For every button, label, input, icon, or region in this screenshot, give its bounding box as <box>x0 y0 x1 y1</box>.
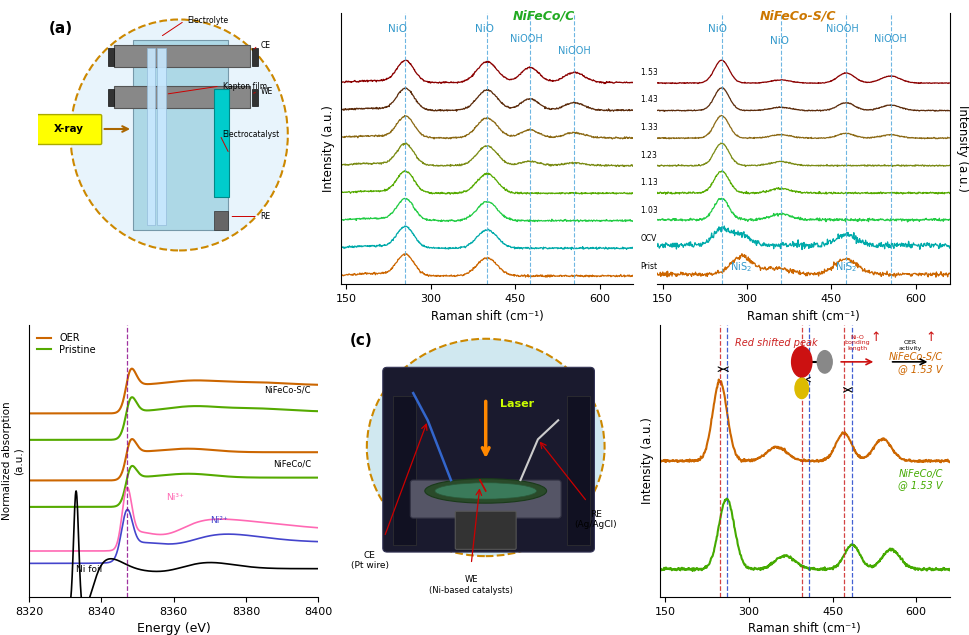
Text: Ni foil: Ni foil <box>77 565 103 574</box>
Text: (a): (a) <box>48 21 73 36</box>
Text: WE
(Ni-based catalysts): WE (Ni-based catalysts) <box>429 575 514 594</box>
FancyBboxPatch shape <box>37 114 102 145</box>
Y-axis label: Intensity (a.u.): Intensity (a.u.) <box>956 105 969 192</box>
Text: NiFeCo-S/C
@ 1.53 V: NiFeCo-S/C @ 1.53 V <box>889 352 943 374</box>
Ellipse shape <box>424 479 547 503</box>
Text: NiFeCo/C: NiFeCo/C <box>273 459 311 469</box>
Ellipse shape <box>435 483 537 499</box>
Y-axis label: Intensity (a.u.): Intensity (a.u.) <box>641 418 654 504</box>
Bar <box>114 45 250 67</box>
Text: NiFeCo/C
@ 1.53 V: NiFeCo/C @ 1.53 V <box>898 469 943 490</box>
Text: NiO: NiO <box>770 36 789 46</box>
Bar <box>214 89 230 197</box>
Ellipse shape <box>71 20 288 250</box>
Text: X-ray: X-ray <box>54 124 84 134</box>
Text: Electrocatalyst: Electrocatalyst <box>223 130 280 140</box>
Y-axis label: Intensity (a.u.): Intensity (a.u.) <box>322 105 335 192</box>
Text: 1.23 V$_{RHE}$: 1.23 V$_{RHE}$ <box>641 149 677 162</box>
Text: NiO: NiO <box>475 24 494 34</box>
Text: NiS$_2$: NiS$_2$ <box>835 260 857 274</box>
Bar <box>157 48 166 225</box>
Bar <box>133 40 228 230</box>
Bar <box>109 89 114 107</box>
Text: NiOOH: NiOOH <box>558 46 591 56</box>
Text: Ni³⁺: Ni³⁺ <box>167 493 184 502</box>
Text: 1.33 V$_{RHE}$: 1.33 V$_{RHE}$ <box>641 122 678 134</box>
Text: NiFeCo/C: NiFeCo/C <box>513 10 575 22</box>
Text: NiOOH: NiOOH <box>827 24 860 34</box>
Bar <box>253 89 259 107</box>
Bar <box>214 211 228 230</box>
FancyBboxPatch shape <box>410 480 561 518</box>
Text: NiO: NiO <box>708 24 727 34</box>
Text: RE
(Ag/AgCl): RE (Ag/AgCl) <box>575 510 617 530</box>
Y-axis label: Normalized absorption
(a.u.): Normalized absorption (a.u.) <box>2 402 23 520</box>
Text: Electrolyte: Electrolyte <box>187 17 229 25</box>
Bar <box>567 396 590 545</box>
Text: OCV: OCV <box>641 234 657 243</box>
Text: NiS$_2$: NiS$_2$ <box>731 260 752 274</box>
Text: CE
(Pt wire): CE (Pt wire) <box>351 551 389 570</box>
Text: Red shifted peak: Red shifted peak <box>735 338 818 348</box>
Text: WE: WE <box>261 87 273 96</box>
Text: CE: CE <box>261 41 270 50</box>
Text: NiOOH: NiOOH <box>510 34 543 44</box>
X-axis label: Raman shift (cm⁻¹): Raman shift (cm⁻¹) <box>431 310 544 323</box>
X-axis label: Raman shift (cm⁻¹): Raman shift (cm⁻¹) <box>747 310 860 323</box>
Bar <box>253 48 259 65</box>
Text: 1.53 V$_{RHE}$: 1.53 V$_{RHE}$ <box>641 66 678 79</box>
Text: Kapton film: Kapton film <box>223 81 266 91</box>
Text: NiO: NiO <box>388 24 407 34</box>
Bar <box>146 48 155 225</box>
Bar <box>393 396 416 545</box>
Text: NiOOH: NiOOH <box>874 34 907 44</box>
Text: NiFeCo-S/C: NiFeCo-S/C <box>265 385 311 394</box>
Text: RE: RE <box>261 212 270 221</box>
Ellipse shape <box>367 338 605 556</box>
Text: 1.13 V$_{RHE}$: 1.13 V$_{RHE}$ <box>641 177 678 189</box>
Text: 1.03 V$_{RHE}$: 1.03 V$_{RHE}$ <box>641 204 678 217</box>
Bar <box>114 86 250 108</box>
Text: 1.43 V$_{RHE}$: 1.43 V$_{RHE}$ <box>641 94 678 107</box>
Bar <box>109 48 114 65</box>
Legend: OER, Pristine: OER, Pristine <box>34 330 99 358</box>
FancyBboxPatch shape <box>383 367 594 552</box>
Text: (c): (c) <box>350 333 372 349</box>
Text: Ni²⁺: Ni²⁺ <box>210 516 228 525</box>
X-axis label: Energy (eV): Energy (eV) <box>137 622 210 635</box>
Text: Pristine: Pristine <box>641 262 670 271</box>
Text: NiFeCo-S/C: NiFeCo-S/C <box>760 10 836 22</box>
Text: Laser: Laser <box>500 399 534 409</box>
FancyBboxPatch shape <box>455 511 516 549</box>
X-axis label: Raman shift (cm⁻¹): Raman shift (cm⁻¹) <box>748 622 861 635</box>
